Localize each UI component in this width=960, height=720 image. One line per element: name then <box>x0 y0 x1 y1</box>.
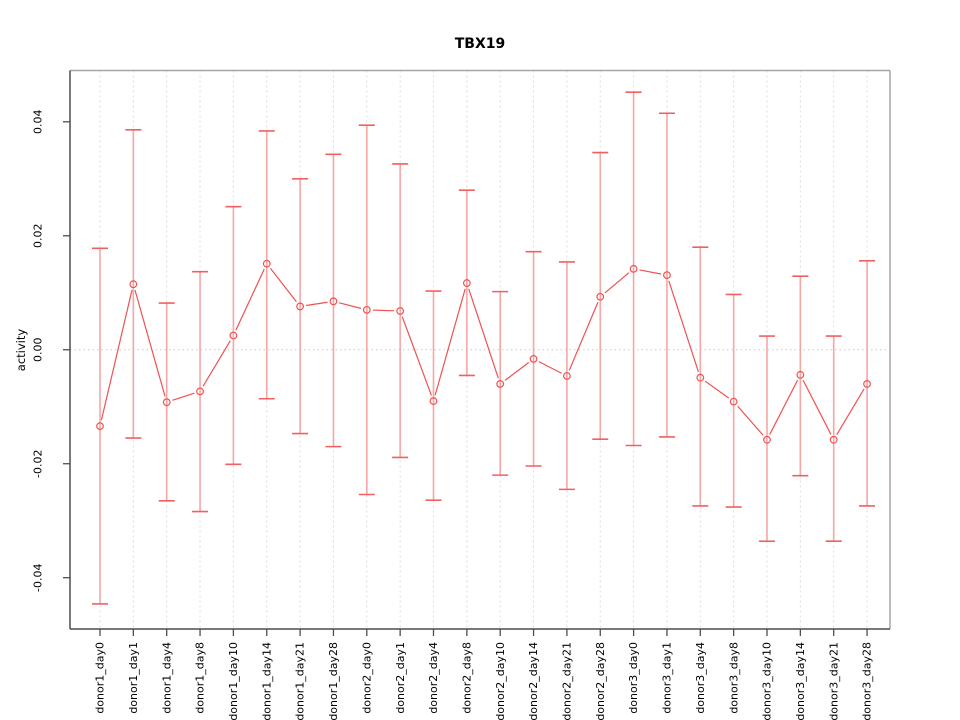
x-tick-label: donor3_day0 <box>627 642 640 714</box>
data-point-marker <box>763 435 771 444</box>
series-line-segment <box>604 272 630 294</box>
series-line-segment <box>568 302 599 371</box>
series-line-segment <box>372 309 395 312</box>
series-line-segment <box>202 340 231 387</box>
data-point-marker <box>629 264 638 273</box>
x-tick-label: donor3_day14 <box>794 642 807 720</box>
chart-title: TBX19 <box>454 36 506 52</box>
y-tick-label: 0.02 <box>32 224 45 249</box>
x-tick-label: donor2_day14 <box>527 642 540 720</box>
x-tick-label: donor2_day8 <box>460 642 473 714</box>
series-line-segment <box>172 392 195 401</box>
series-line-segment <box>639 269 662 275</box>
y-axis-label: activity <box>14 328 28 372</box>
x-tick-label: donor2_day1 <box>394 642 407 714</box>
series-line-segment <box>134 289 166 397</box>
series-line-segment <box>100 289 133 421</box>
data-point-marker <box>329 297 338 306</box>
data-point-marker <box>162 398 171 407</box>
x-tick-label: donor1_day8 <box>194 642 207 714</box>
data-point-marker <box>696 373 705 382</box>
x-tick-label: donor1_day10 <box>227 642 240 720</box>
series-line-segment <box>836 388 865 435</box>
data-point-marker <box>496 380 505 388</box>
data-point-marker <box>229 331 238 340</box>
x-tick-label: donor1_day28 <box>327 642 340 720</box>
series-line-segment <box>269 268 297 303</box>
data-point-marker <box>529 354 538 363</box>
y-tick-label: -0.04 <box>32 563 45 591</box>
series-line-segment <box>668 280 700 373</box>
x-tick-label: donor2_day4 <box>427 642 440 714</box>
series-line-segment <box>305 301 328 307</box>
series-line-segment <box>704 380 730 399</box>
series-line-segment <box>235 268 265 331</box>
y-tick-label: 0.00 <box>32 338 45 363</box>
data-point-marker <box>829 435 838 444</box>
data-point-marker <box>129 280 138 289</box>
x-tick-label: donor1_day14 <box>260 642 273 720</box>
data-point-marker <box>462 279 471 287</box>
x-tick-label: donor2_day28 <box>594 642 607 720</box>
x-tick-label: donor2_day10 <box>494 642 507 720</box>
data-point-marker <box>296 302 305 311</box>
x-tick-label: donor3_day28 <box>861 642 874 720</box>
y-tick-label: 0.04 <box>32 110 45 135</box>
series-line-segment <box>339 302 362 309</box>
data-point-marker <box>563 372 571 380</box>
series-line-segment <box>504 361 530 381</box>
series-line-segment <box>468 288 499 379</box>
x-tick-label: donor2_day0 <box>360 642 373 714</box>
x-tick-label: donor3_day4 <box>694 642 707 714</box>
x-tick-label: donor3_day21 <box>827 642 840 720</box>
y-tick-label: -0.02 <box>32 449 45 477</box>
data-point-marker <box>96 422 104 431</box>
series-line-segment <box>538 361 562 374</box>
data-point-marker <box>429 397 438 405</box>
data-point-marker <box>863 380 871 388</box>
series-line-segment <box>737 405 764 436</box>
data-point-marker <box>196 387 204 396</box>
x-tick-label: donor1_day1 <box>127 642 140 714</box>
x-tick-label: donor3_day8 <box>727 642 740 714</box>
data-point-marker <box>362 305 371 314</box>
x-tick-label: donor1_day4 <box>160 642 173 714</box>
series-line-segment <box>802 379 832 435</box>
x-tick-label: donor3_day1 <box>661 642 674 714</box>
series-line-segment <box>401 316 432 396</box>
x-tick-label: donor1_day0 <box>94 642 107 714</box>
data-point-marker <box>796 370 805 379</box>
data-point-marker <box>663 271 671 279</box>
x-tick-label: donor3_day10 <box>761 642 774 720</box>
series-line-segment <box>434 288 466 396</box>
data-point-marker <box>729 397 738 406</box>
x-tick-label: donor1_day21 <box>294 642 307 720</box>
x-tick-label: donor2_day21 <box>561 642 574 720</box>
data-point-marker <box>396 307 405 315</box>
data-point-marker <box>262 259 271 268</box>
series-line-segment <box>769 379 799 435</box>
data-point-marker <box>596 292 605 301</box>
